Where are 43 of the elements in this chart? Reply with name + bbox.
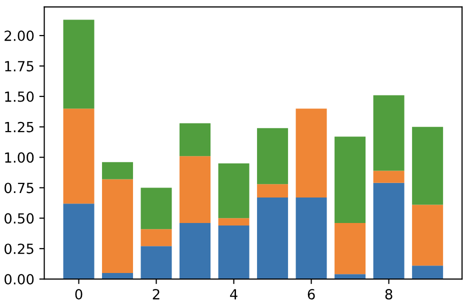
y-tick-label: 2.00 xyxy=(4,30,34,42)
bar xyxy=(180,156,211,224)
y-tick-label: 1.75 xyxy=(5,61,34,72)
x-tick-label: 4 xyxy=(230,289,238,300)
y-tick-label: 1.25 xyxy=(5,122,34,132)
bar xyxy=(296,108,327,198)
bar xyxy=(373,170,404,183)
y-tick-label: 1.00 xyxy=(5,152,34,163)
x-tick-label: 8 xyxy=(385,289,392,300)
bar xyxy=(140,229,172,246)
bar xyxy=(257,197,288,280)
bar xyxy=(218,163,250,218)
x-tick-label: 0 xyxy=(75,289,82,300)
bar xyxy=(63,20,94,109)
y-tick-label: 0.25 xyxy=(4,244,34,254)
bar xyxy=(140,246,172,280)
y-tick-label: 0.00 xyxy=(4,274,34,285)
bar xyxy=(218,225,250,280)
bar xyxy=(180,223,211,280)
bar xyxy=(102,162,134,180)
bar xyxy=(218,218,250,226)
x-tick-label: 6 xyxy=(308,289,315,300)
bar xyxy=(334,274,366,280)
bar xyxy=(296,197,327,280)
bar xyxy=(63,108,94,204)
bar xyxy=(334,223,366,274)
bar xyxy=(63,204,94,280)
y-tick-label: 1.50 xyxy=(5,91,34,102)
bar xyxy=(257,128,288,184)
bar xyxy=(412,204,444,266)
bar xyxy=(373,182,404,280)
bar xyxy=(257,184,288,198)
bar xyxy=(412,126,444,205)
bar xyxy=(412,266,444,280)
bar xyxy=(180,123,211,156)
y-tick-label: 0.75 xyxy=(4,182,34,194)
x-tick-label: 2 xyxy=(152,289,160,300)
bar xyxy=(102,179,134,273)
bar xyxy=(102,272,134,280)
bar xyxy=(140,188,172,230)
y-tick-label: 0.50 xyxy=(4,213,34,224)
bar xyxy=(373,95,404,171)
bar xyxy=(334,136,366,224)
